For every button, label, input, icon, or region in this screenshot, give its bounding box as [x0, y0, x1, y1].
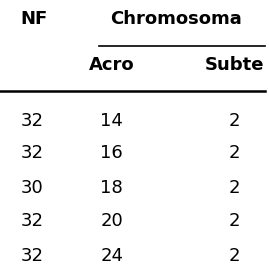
Text: 14: 14 [100, 112, 123, 130]
Text: NF: NF [21, 10, 48, 28]
Text: 32: 32 [21, 144, 44, 162]
Text: 2: 2 [228, 144, 240, 162]
Text: 2: 2 [228, 112, 240, 130]
Text: Subte: Subte [204, 56, 264, 73]
Text: 16: 16 [100, 144, 123, 162]
Text: 2: 2 [228, 179, 240, 197]
Text: Chromosoma: Chromosoma [110, 10, 242, 28]
Text: 30: 30 [21, 179, 44, 197]
Text: 32: 32 [21, 112, 44, 130]
Text: 24: 24 [100, 247, 123, 264]
Text: 32: 32 [21, 212, 44, 229]
Text: 32: 32 [21, 247, 44, 264]
Text: 2: 2 [228, 247, 240, 264]
Text: Acro: Acro [89, 56, 135, 73]
Text: 20: 20 [100, 212, 123, 229]
Text: 18: 18 [100, 179, 123, 197]
Text: 2: 2 [228, 212, 240, 229]
